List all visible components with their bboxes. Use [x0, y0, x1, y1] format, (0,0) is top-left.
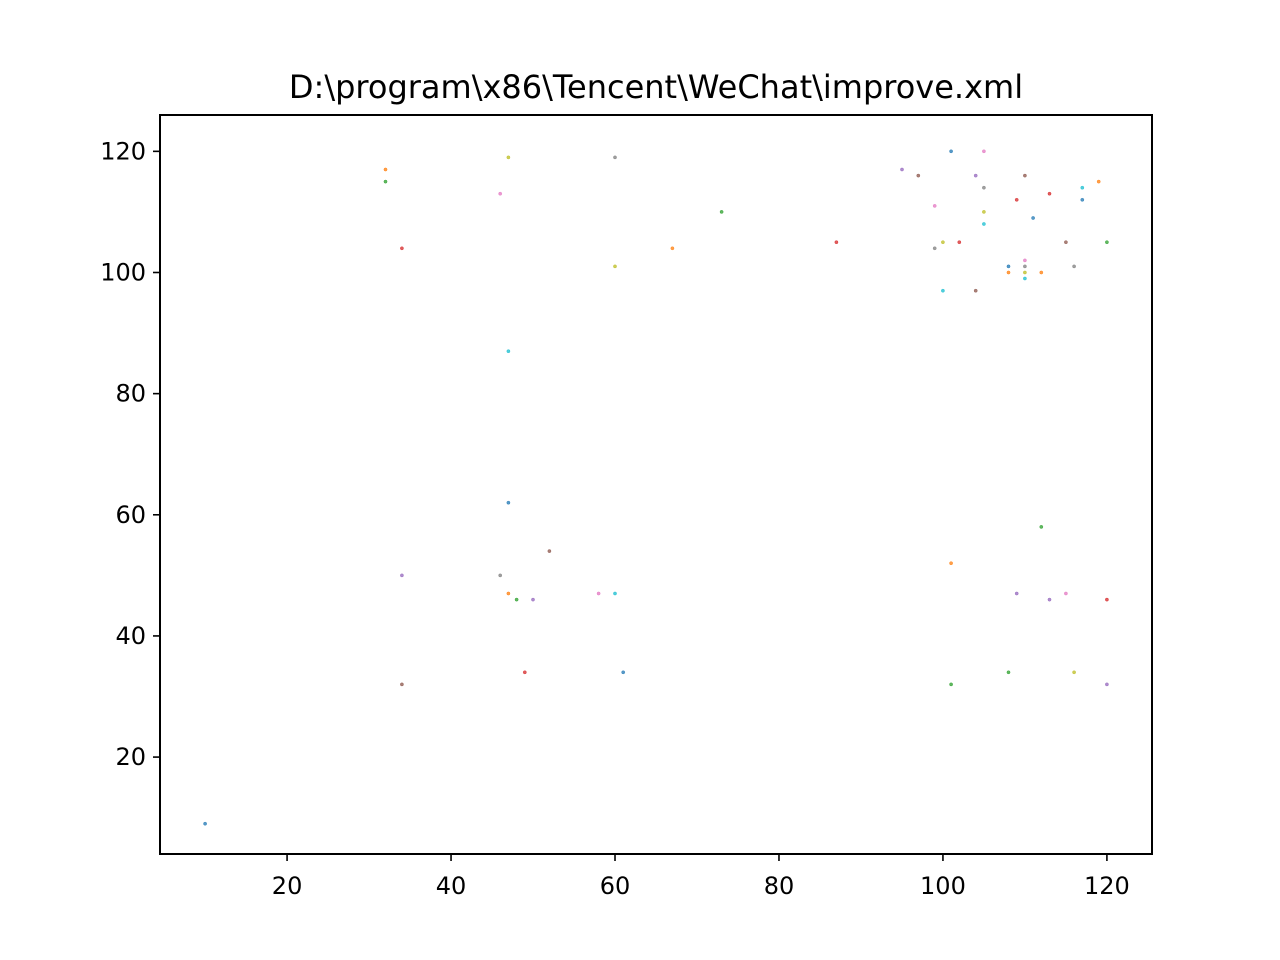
data-point: [514, 597, 519, 602]
data-point: [613, 155, 617, 160]
y-axis: 20 40 60 80 100 120: [100, 137, 160, 771]
data-point: [1023, 173, 1027, 178]
data-point: [1072, 670, 1076, 675]
data-point: [982, 222, 986, 226]
data-point: [1023, 276, 1027, 281]
data-point: [203, 821, 207, 826]
data-points: [203, 149, 1109, 826]
y-tick-label: 60: [115, 501, 146, 529]
data-point: [1023, 258, 1027, 263]
data-point: [1006, 670, 1011, 675]
data-point: [1105, 682, 1109, 687]
data-point: [1023, 270, 1027, 275]
data-point: [613, 264, 617, 269]
data-point: [949, 682, 953, 687]
data-point: [523, 670, 527, 675]
data-point: [1096, 179, 1101, 184]
data-point: [949, 149, 953, 154]
data-point: [383, 167, 388, 172]
data-point: [1072, 264, 1076, 269]
data-point: [1080, 197, 1085, 202]
x-tick-label: 20: [272, 872, 303, 900]
data-point: [506, 500, 511, 505]
data-point: [596, 591, 601, 596]
data-point: [1031, 216, 1035, 220]
data-point: [1080, 185, 1085, 190]
data-point: [982, 185, 986, 190]
data-point: [1064, 240, 1068, 244]
data-point: [932, 204, 937, 208]
data-point: [982, 149, 986, 154]
data-point: [1006, 270, 1011, 275]
data-point: [547, 549, 552, 553]
data-point: [916, 173, 921, 178]
x-tick-label: 40: [436, 872, 467, 900]
x-tick-label: 120: [1084, 872, 1130, 900]
data-point: [400, 246, 404, 251]
data-point: [941, 288, 945, 293]
data-point: [1039, 525, 1044, 529]
data-point: [1047, 597, 1052, 602]
data-point: [941, 240, 945, 244]
y-tick-label: 40: [115, 622, 146, 650]
data-point: [498, 573, 503, 578]
data-point: [900, 167, 904, 172]
data-point: [949, 561, 953, 566]
data-point: [1105, 597, 1109, 602]
data-point: [670, 246, 675, 251]
data-point: [400, 573, 404, 578]
chart-title: D:\program\x86\Tencent\WeChat\improve.xm…: [289, 68, 1023, 106]
data-point: [1105, 240, 1109, 244]
data-point: [932, 246, 937, 251]
y-tick-label: 80: [115, 380, 146, 408]
data-point: [531, 597, 535, 602]
y-tick-label: 20: [115, 743, 146, 771]
data-point: [498, 191, 503, 196]
data-point: [506, 591, 511, 596]
data-point: [982, 210, 986, 214]
data-point: [973, 288, 978, 293]
y-tick-label: 120: [100, 137, 146, 165]
plot-area-frame: [159, 114, 1153, 855]
data-point: [506, 349, 511, 354]
data-point: [957, 240, 962, 244]
x-tick-label: 80: [764, 872, 795, 900]
data-point: [1064, 591, 1068, 596]
data-point: [1014, 591, 1019, 596]
data-point: [1039, 270, 1044, 275]
x-tick-label: 100: [920, 872, 966, 900]
data-point: [400, 682, 404, 687]
x-axis: 20 40 60 80 100 120: [272, 854, 1130, 900]
data-point: [383, 179, 388, 184]
data-point: [973, 173, 978, 178]
data-point: [719, 210, 724, 214]
data-point: [834, 240, 839, 244]
y-tick-label: 100: [100, 258, 146, 286]
data-point: [613, 591, 617, 596]
x-tick-label: 60: [600, 872, 631, 900]
data-point: [621, 670, 626, 675]
data-point: [1047, 191, 1052, 196]
data-point: [506, 155, 511, 160]
data-point: [1014, 197, 1019, 202]
data-point: [1023, 264, 1027, 269]
data-point: [1006, 264, 1011, 269]
